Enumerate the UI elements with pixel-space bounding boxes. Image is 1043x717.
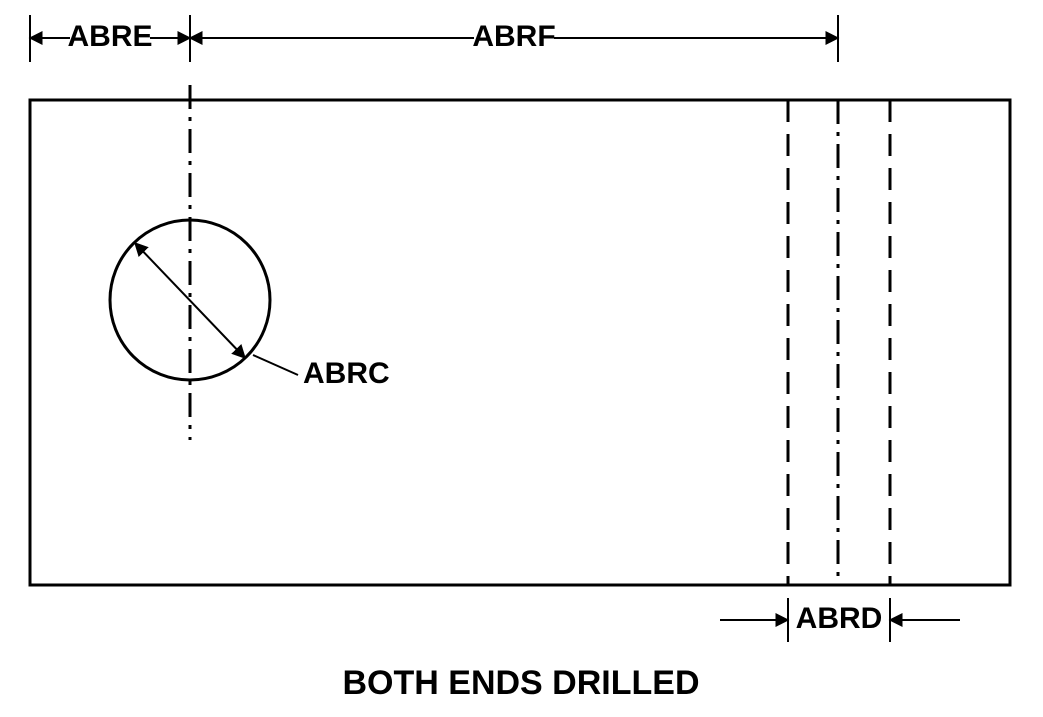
dim-label-abrd: ABRD [796,602,883,635]
part-outline [30,100,1010,585]
abrc-leader [253,355,298,375]
dim-label-abrc: ABRC [303,357,390,390]
drawing-title: BOTH ENDS DRILLED [343,664,700,702]
dim-label-abrf: ABRF [472,20,555,53]
engineering-diagram: ABRE ABRF ABRC ABRD BOTH ENDS DRILLED [0,0,1043,717]
dim-label-abre: ABRE [67,20,152,53]
